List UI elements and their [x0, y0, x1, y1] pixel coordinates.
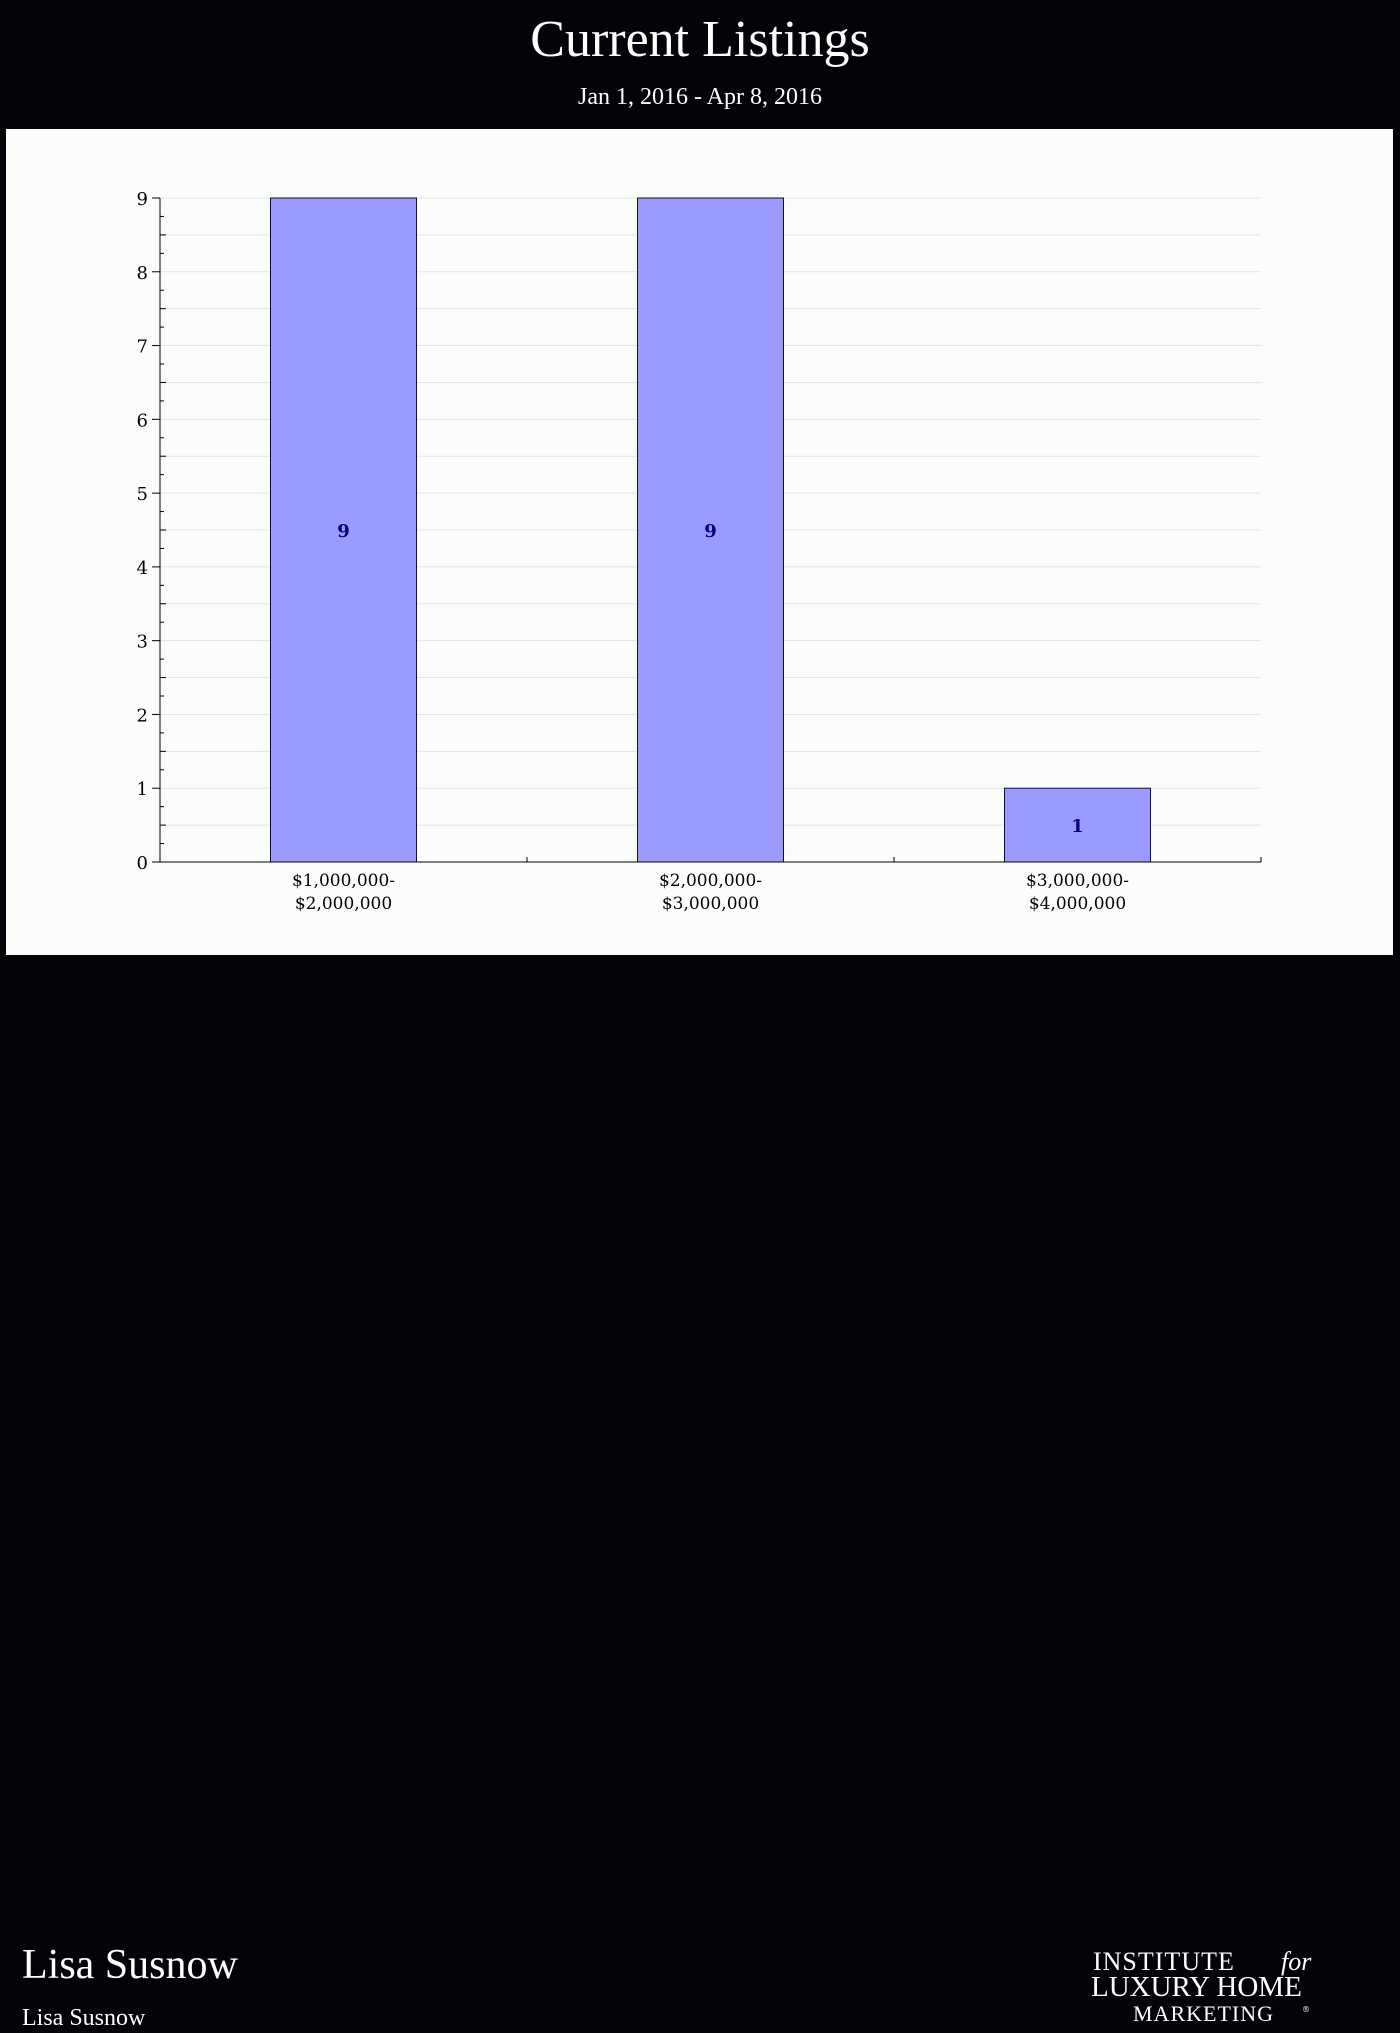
data-label: 9 [337, 521, 350, 542]
y-tick-label: 0 [137, 853, 148, 874]
y-tick-label: 2 [137, 705, 148, 726]
y-tick-label: 8 [137, 263, 148, 284]
data-label: 1 [1071, 816, 1084, 837]
bars [270, 197, 1151, 863]
bar-chart: 0 1 2 3 4 5 6 7 8 9 $1,000,000-$2,000,000 $2,000,0… [137, 189, 1262, 914]
bar [270, 197, 417, 863]
chart-title: Current Listings [530, 11, 870, 68]
data-labels: 9 9 1 [337, 521, 1084, 837]
y-tick-label: 4 [137, 558, 148, 579]
x-tick-label: $3,000,000-$4,000,000 [1026, 871, 1129, 914]
y-tick-label: 1 [137, 779, 148, 800]
y-tick-label: 3 [137, 632, 148, 653]
x-tick-label: $1,000,000-$2,000,000 [292, 871, 395, 914]
bar [1004, 787, 1151, 863]
logo-line2: LUXURY HOME [1091, 1971, 1302, 2003]
y-tick-label: 5 [137, 484, 148, 505]
y-tick-label: 7 [137, 337, 148, 358]
x-tick-label: $2,000,000-$3,000,000 [659, 871, 762, 914]
chart-header: Current Listings Jan 1, 2016 - Apr 8, 20… [0, 0, 1400, 128]
institute-logo: INSTITUTE for LUXURY HOME MARKETING ® [1091, 1947, 1312, 2026]
axes [152, 197, 1262, 863]
x-tick-labels: $1,000,000-$2,000,000 $2,000,000-$3,000,0… [292, 871, 1129, 914]
y-tick-label: 9 [137, 189, 148, 210]
bar [637, 197, 784, 863]
footer: Lisa Susnow Lisa Susnow INSTITUTE for LU… [0, 956, 1400, 2031]
agent-subtitle: Lisa Susnow [22, 2005, 146, 2031]
y-tick-label: 6 [137, 410, 148, 431]
agent-name: Lisa Susnow [22, 1942, 238, 1988]
logo-registered-mark: ® [1302, 2005, 1310, 2014]
y-tick-labels: 0 1 2 3 4 5 6 7 8 9 [137, 189, 148, 874]
date-range: Jan 1, 2016 - Apr 8, 2016 [578, 84, 822, 110]
logo-line3: MARKETING [1133, 2001, 1274, 2026]
data-label: 9 [704, 521, 717, 542]
